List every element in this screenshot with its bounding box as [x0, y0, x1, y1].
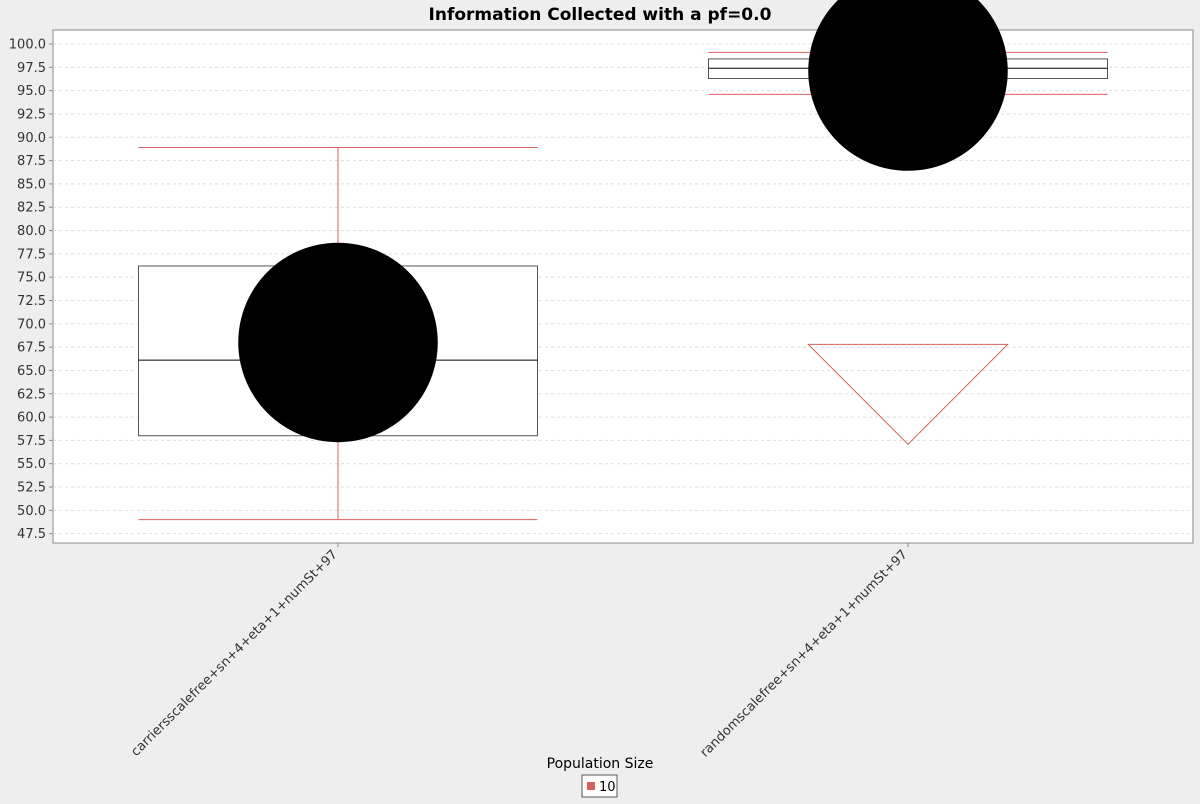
y-tick-label: 92.5 [17, 107, 46, 122]
mean-marker [808, 0, 1008, 171]
y-tick-label: 100.0 [9, 37, 46, 52]
y-tick-label: 55.0 [17, 457, 46, 472]
mean-marker [238, 242, 438, 443]
y-tick-label: 97.5 [17, 61, 46, 76]
box-group [708, 0, 1108, 446]
y-tick-label: 57.5 [17, 434, 46, 449]
y-tick-label: 75.0 [17, 271, 46, 286]
y-tick-label: 87.5 [17, 154, 46, 169]
x-tick-label: carriersscalefree+sn+4+eta+1+numSt+97 [128, 547, 340, 759]
y-tick-label: 72.5 [17, 294, 46, 309]
y-axis: 47.5 50.0 52.5 55.0 57.5 60.0 62.5 65.0 67.5 70.0… [9, 37, 53, 542]
legend-swatch [587, 782, 595, 790]
marks-layer [138, 0, 1108, 521]
y-tick-label: 82.5 [17, 201, 46, 216]
y-tick-label: 77.5 [17, 247, 46, 262]
x-axis: carriersscalefree+sn+4+eta+1+numSt+97 ran… [128, 543, 911, 760]
y-tick-label: 95.0 [17, 84, 46, 99]
legend-title: Population Size [547, 756, 654, 772]
chart-title: Information Collected with a pf=0.0 [429, 5, 772, 25]
y-tick-label: 65.0 [17, 364, 46, 379]
legend: 10 [581, 774, 618, 798]
y-tick-label: 80.0 [17, 224, 46, 239]
box-group [138, 147, 538, 521]
y-tick-label: 60.0 [17, 411, 46, 426]
y-tick-label: 67.5 [17, 341, 46, 356]
outlier-marker [807, 343, 1009, 446]
y-tick-label: 85.0 [17, 177, 46, 192]
y-tick-label: 70.0 [17, 317, 46, 332]
y-tick-label: 52.5 [17, 481, 46, 496]
x-tick-label: randomscalefree+sn+4+eta+1+numSt+97 [698, 547, 911, 760]
legend-entry-label: 10 [599, 780, 616, 795]
y-tick-label: 62.5 [17, 387, 46, 402]
y-tick-label: 47.5 [17, 527, 46, 542]
y-tick-label: 90.0 [17, 131, 46, 146]
legend-box [581, 774, 618, 798]
y-tick-label: 50.0 [17, 504, 46, 519]
